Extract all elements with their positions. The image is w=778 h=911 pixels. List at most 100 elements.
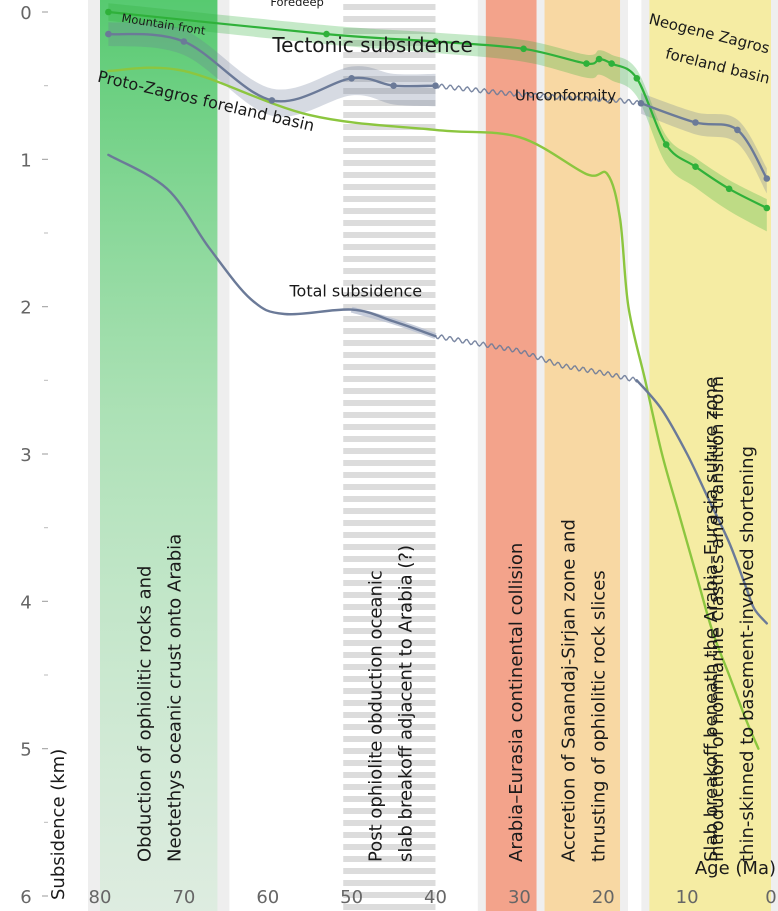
point-foredeep-7 bbox=[608, 60, 615, 67]
band-2-stripe bbox=[343, 760, 436, 766]
band-2-stripe bbox=[343, 64, 436, 70]
axes: 0 1 2 3 4 5 6 80 70 60 50 40 30 20 10 0 Subsidence (km) A… bbox=[20, 3, 776, 908]
band-2-stripe bbox=[343, 292, 436, 298]
x-tick-label-20: 20 bbox=[592, 887, 615, 908]
band-2-stripe bbox=[343, 856, 436, 862]
series-line-segment-3 bbox=[434, 83, 642, 106]
band-2-stripe bbox=[343, 304, 436, 310]
band-2-stripe bbox=[343, 556, 436, 562]
series-line-total-subsidence bbox=[107, 153, 437, 338]
band-2-stripe bbox=[343, 112, 436, 118]
band-2-stripe bbox=[343, 568, 436, 574]
band-3 bbox=[485, 0, 545, 911]
band-2-stripe bbox=[343, 280, 436, 286]
band-2-stripe bbox=[343, 820, 436, 826]
band-6-label-line-1: Introduction of nonmarine clastics and t… bbox=[707, 376, 728, 862]
series-markers bbox=[105, 8, 771, 212]
band-2-stripe bbox=[343, 4, 436, 10]
band-2-stripe bbox=[343, 520, 436, 526]
band-2 bbox=[343, 4, 436, 910]
band-2-stripe bbox=[343, 808, 436, 814]
x-tick-label-80: 80 bbox=[89, 887, 112, 908]
band-2-stripe bbox=[343, 448, 436, 454]
band-2-stripe bbox=[343, 196, 436, 202]
band-2-stripe bbox=[343, 532, 436, 538]
point-mountain-front-6 bbox=[432, 82, 439, 89]
band-2-stripe bbox=[343, 724, 436, 730]
point-foredeep-6 bbox=[595, 55, 603, 63]
band-2-stripe bbox=[343, 604, 436, 610]
band-2-stripe bbox=[343, 844, 436, 850]
band-2-stripe bbox=[343, 88, 436, 94]
band-2-stripe bbox=[343, 580, 436, 586]
band-2-stripe bbox=[343, 472, 436, 478]
band-6-label-line-2: thin-skinned to basement-involved shorte… bbox=[737, 446, 758, 862]
band-2-stripe bbox=[343, 16, 436, 22]
annotation-unconformity: Unconformity bbox=[515, 86, 616, 104]
band-2-stripe bbox=[343, 244, 436, 250]
band-2-stripe bbox=[343, 508, 436, 514]
band-2-stripe bbox=[343, 40, 436, 46]
band-2-label-line-1: Post ophiolite obduction oceanic bbox=[365, 570, 386, 862]
band-2-stripe bbox=[343, 544, 436, 550]
band-2-stripe bbox=[343, 388, 436, 394]
band-2-stripe bbox=[343, 676, 436, 682]
event-bands bbox=[88, 0, 778, 911]
y-axis-title: Subsidence (km) bbox=[48, 749, 69, 900]
band-2-stripe bbox=[343, 352, 436, 358]
x-tick-label-50: 50 bbox=[340, 887, 363, 908]
band-2-stripe bbox=[343, 712, 436, 718]
y-tick-label-1: 1 bbox=[20, 150, 31, 171]
band-2-stripe bbox=[343, 784, 436, 790]
point-mountain-front-5 bbox=[390, 82, 397, 89]
y-tick-label-6: 6 bbox=[20, 887, 31, 908]
band-2-stripe bbox=[343, 616, 436, 622]
band-2-label-line-2: slab breakoff adjacent to Arabia (?) bbox=[395, 545, 416, 862]
annotation-tectonic-subsidence: Tectonic subsidence bbox=[271, 33, 473, 57]
band-2-stripe bbox=[343, 880, 436, 886]
point-mountain-front-1 bbox=[105, 30, 112, 38]
band-2-stripe bbox=[343, 460, 436, 466]
band-2-stripe bbox=[343, 736, 436, 742]
y-tick-label-3: 3 bbox=[20, 445, 31, 466]
x-tick-label-30: 30 bbox=[508, 887, 531, 908]
x-axis-title: Age (Ma) bbox=[695, 858, 776, 879]
y-tick-label-4: 4 bbox=[20, 592, 31, 613]
y-tick-label-0: 0 bbox=[20, 3, 31, 24]
y-tick-label-5: 5 bbox=[20, 740, 31, 761]
point-foredeep-5 bbox=[583, 60, 590, 67]
envelope-series-4 bbox=[641, 93, 767, 194]
series-line-segment-4 bbox=[639, 102, 768, 180]
band-2-stripe bbox=[343, 364, 436, 370]
band-1-label-line-2: Neotethys oceanic crust onto Arabia bbox=[165, 534, 186, 862]
band-2-stripe bbox=[343, 208, 436, 214]
band-2-stripe bbox=[343, 664, 436, 670]
point-segment-4-1 bbox=[637, 100, 645, 107]
band-2-stripe bbox=[343, 136, 436, 142]
band-labels: Obduction of ophiolitic rocks and Neoteth… bbox=[135, 376, 759, 862]
band-2-stripe bbox=[343, 592, 436, 598]
point-segment-4-3 bbox=[734, 126, 741, 134]
band-2-stripe bbox=[343, 640, 436, 646]
band-2-stripe bbox=[343, 412, 436, 418]
band-2-stripe bbox=[343, 400, 436, 406]
band-2-stripe bbox=[343, 652, 436, 658]
band-2-stripe bbox=[343, 160, 436, 166]
band-4 bbox=[544, 0, 621, 911]
band-3-label-line-1: Arabia–Eurasia continental collision bbox=[506, 543, 527, 862]
x-tick-label-10: 10 bbox=[676, 887, 699, 908]
band-2-stripe bbox=[343, 832, 436, 838]
band-2-stripe bbox=[343, 340, 436, 346]
x-tick-label-0: 0 bbox=[765, 887, 776, 908]
point-foredeep-2 bbox=[323, 30, 330, 38]
point-mountain-front-2 bbox=[180, 38, 188, 45]
band-2-stripe bbox=[343, 220, 436, 226]
point-foredeep-10 bbox=[692, 163, 699, 170]
point-foredeep-11 bbox=[725, 185, 733, 193]
band-2-stripe bbox=[343, 496, 436, 502]
band-4-label-line-2: thrusting of ophiolitic rock slices bbox=[588, 570, 609, 862]
series-line-segment-7 bbox=[434, 334, 638, 383]
point-segment-4-2 bbox=[692, 119, 699, 126]
x-tick-label-40: 40 bbox=[424, 887, 447, 908]
series-line-segment-8 bbox=[635, 379, 768, 625]
